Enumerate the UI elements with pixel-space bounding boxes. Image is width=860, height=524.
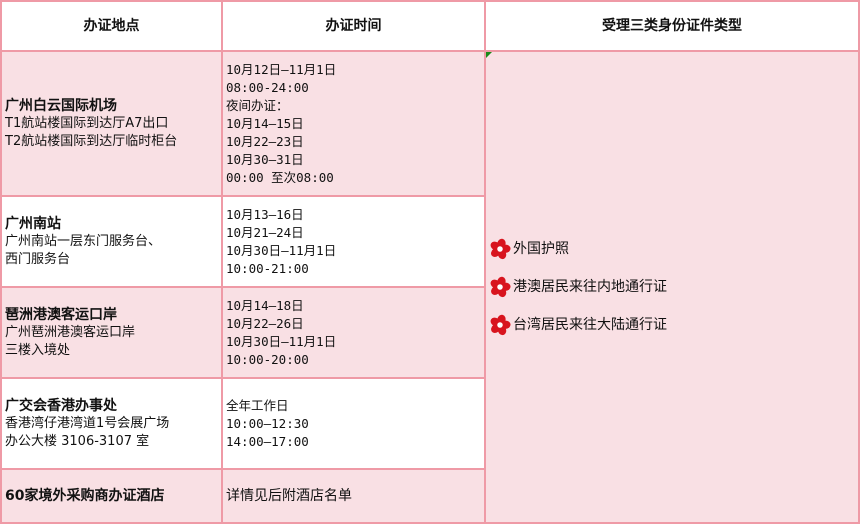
location-cell: 广州白云国际机场 T1航站楼国际到达厅A7出口 T2航站楼国际到达厅临时柜台: [0, 50, 223, 197]
canton-fair-flower-icon: [490, 238, 511, 260]
table-row: 广州白云国际机场 T1航站楼国际到达厅A7出口 T2航站楼国际到达厅临时柜台 10月…: [0, 50, 860, 524]
doc-types-cell: 外国护照港澳居民来往内地通行证 台湾居民来往大陆通行证: [484, 50, 860, 524]
time-line: 10:00-20:00: [226, 351, 309, 367]
location-detail: 西门服务台: [5, 251, 71, 267]
time-cell: 详情见后附酒店名单: [221, 468, 486, 524]
time-line: 10月30—31日: [226, 151, 304, 167]
location-detail: T1航站楼国际到达厅A7出口: [5, 115, 169, 131]
doc-type-label: 港澳居民来往内地通行证: [513, 279, 667, 295]
header-time: 办证时间: [221, 0, 486, 52]
time-line: 10月12日—11月1日: [226, 61, 337, 77]
time-line: 14:00—17:00: [226, 433, 309, 449]
time-line: 10月30日—11月1日: [226, 333, 337, 349]
location-name: 60家境外采购商办证酒店: [5, 488, 165, 504]
location-detail: 广州琶洲港澳客运口岸: [5, 324, 136, 340]
location-cell: 广交会香港办事处 香港湾仔港湾道1号会展广场 办公大楼 3106-3107 室: [0, 377, 223, 470]
time-line: 详情见后附酒店名单: [226, 488, 352, 504]
time-line: 10月30日—11月1日: [226, 242, 337, 258]
time-line: 10:00—12:30: [226, 415, 309, 431]
location-name: 广州白云国际机场: [5, 97, 117, 114]
time-line: 10月14—15日: [226, 115, 304, 131]
time-line: 夜间办证：: [226, 97, 289, 113]
time-cell: 全年工作日 10:00—12:30 14:00—17:00: [221, 377, 486, 470]
doc-type-label: 外国护照: [513, 241, 569, 257]
location-cell: 琶洲港澳客运口岸 广州琶洲港澳客运口岸 三楼入境处: [0, 286, 223, 379]
time-line: 08:00-24:00: [226, 79, 309, 95]
time-line: 00:00 至次08:00: [226, 169, 334, 185]
header-doc-types: 受理三类身份证件类型: [484, 0, 860, 52]
location-detail: 办公大楼 3106-3107 室: [5, 433, 150, 449]
location-cell: 广州南站 广州南站一层东门服务台、 西门服务台: [0, 195, 223, 288]
location-detail: 三楼入境处: [5, 342, 71, 358]
location-cell: 60家境外采购商办证酒店: [0, 468, 223, 524]
time-line: 10月14—18日: [226, 297, 304, 313]
location-detail: 香港湾仔港湾道1号会展广场: [5, 415, 170, 431]
canton-fair-flower-icon: [490, 314, 511, 336]
doc-type-label: 台湾居民来往大陆通行证: [513, 317, 667, 333]
doc-type-item: 港澳居民来往内地通行证: [489, 276, 855, 298]
time-line: 10月22—23日: [226, 133, 304, 149]
canton-fair-flower-icon: [490, 276, 511, 298]
time-line: 10:00-21:00: [226, 260, 309, 276]
location-name: 广州南站: [5, 215, 61, 232]
location-name: 琶洲港澳客运口岸: [5, 306, 117, 323]
header-location: 办证地点: [0, 0, 223, 52]
doc-type-item: 外国护照: [489, 238, 855, 260]
location-detail: 广州南站一层东门服务台、: [5, 233, 162, 249]
time-cell: 10月13—16日 10月21—24日 10月30日—11月1日 10:00-21:0…: [221, 195, 486, 288]
location-detail: T2航站楼国际到达厅临时柜台: [5, 133, 178, 149]
comment-marker: [486, 52, 492, 58]
location-name: 广交会香港办事处: [5, 397, 117, 414]
time-line: 10月21—24日: [226, 224, 304, 240]
time-cell: 10月12日—11月1日 08:00-24:00 夜间办证： 10月14—15日 10月…: [221, 50, 486, 197]
time-line: 全年工作日: [226, 397, 289, 413]
header-row: 办证地点 办证时间 受理三类身份证件类型: [0, 0, 860, 52]
time-line: 10月13—16日: [226, 206, 304, 222]
time-cell: 10月14—18日 10月22—26日 10月30日—11月1日 10:00-20:0…: [221, 286, 486, 379]
time-line: 10月22—26日: [226, 315, 304, 331]
doc-type-item: 台湾居民来往大陆通行证: [489, 314, 855, 336]
